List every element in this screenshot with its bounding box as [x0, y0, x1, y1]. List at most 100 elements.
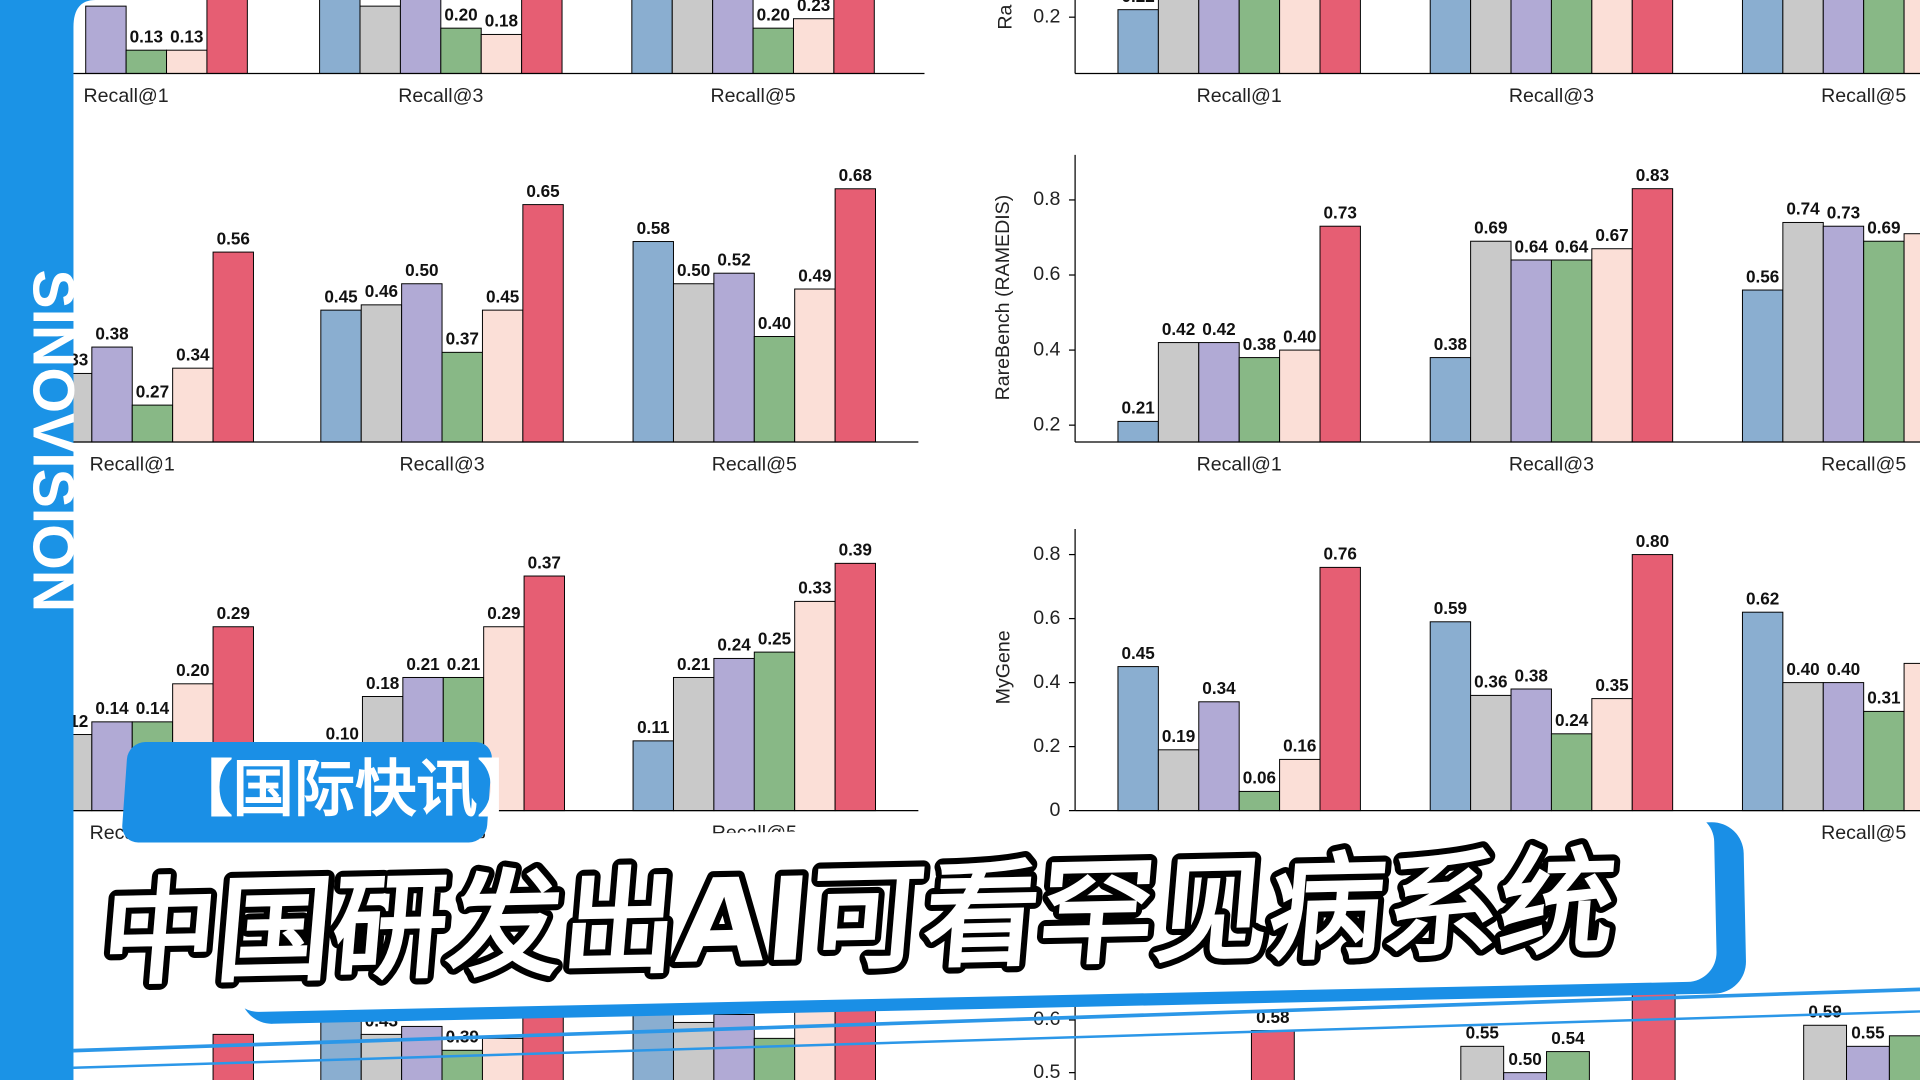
- value-label: 0.29: [217, 603, 250, 623]
- bar: [833, 0, 875, 74]
- y-tick-label: 0.2: [1033, 413, 1060, 435]
- bar: [1741, 611, 1784, 812]
- bar: [1460, 1045, 1505, 1080]
- value-label: 0.73: [1324, 203, 1357, 223]
- bar: [1803, 1024, 1848, 1080]
- value-label: 0.62: [1746, 588, 1779, 608]
- value-label: 0.50: [405, 260, 438, 280]
- value-label: 0.67: [1595, 225, 1628, 245]
- bar: [1631, 554, 1674, 812]
- value-label: 0.10: [326, 723, 359, 743]
- value-label: 0.31: [1867, 688, 1901, 708]
- value-label: 0.06: [1243, 768, 1276, 788]
- value-label: 0.37: [528, 552, 561, 572]
- bar: [360, 304, 403, 443]
- value-label: 0.36: [1474, 672, 1507, 692]
- bar: [1822, 0, 1865, 74]
- value-label: 0.65: [526, 181, 560, 201]
- bar: [85, 5, 127, 74]
- value-label: 0.35: [1595, 675, 1629, 695]
- x-tick-label: Recall@5: [1821, 453, 1906, 475]
- bar: [1238, 790, 1281, 812]
- bar: [1822, 225, 1865, 443]
- bar: [1470, 240, 1512, 443]
- x-tick-label: Recall@5: [1821, 85, 1906, 107]
- value-label: 0.45: [1121, 643, 1155, 663]
- value-label: 0.55: [1851, 1023, 1885, 1043]
- value-label: 0.24: [1555, 710, 1589, 730]
- bar: [1279, 758, 1321, 812]
- value-label: 0.21: [406, 654, 440, 674]
- bar: [1591, 698, 1633, 812]
- bar: [631, 0, 673, 74]
- bar: [166, 49, 208, 74]
- bar: [753, 651, 796, 812]
- bar: [483, 626, 525, 812]
- bar: [1903, 662, 1920, 812]
- bar: [834, 188, 876, 443]
- bar: [212, 1033, 254, 1080]
- bar: [1198, 701, 1240, 812]
- value-label: 0.24: [717, 635, 751, 655]
- y-tick-label: 0.8: [1033, 188, 1060, 210]
- y-tick-label: 0.4: [1033, 671, 1060, 693]
- value-label: 0.69: [1474, 218, 1507, 238]
- bar: [1319, 225, 1361, 443]
- bar: [632, 740, 674, 812]
- x-tick-label: Recall@3: [1509, 85, 1594, 107]
- bar: [131, 404, 174, 443]
- logo: SINOVISION: [20, 269, 85, 612]
- bar: [1546, 1051, 1590, 1080]
- bar: [1741, 0, 1784, 74]
- value-label: 0.33: [798, 578, 831, 598]
- headline: 中国研发出AI可看罕见病系统: [97, 836, 1621, 1002]
- bar: [441, 351, 483, 443]
- value-label: 0.38: [95, 323, 128, 343]
- bar: [523, 575, 565, 812]
- value-label: 0.13: [170, 26, 203, 46]
- x-tick-label: Recall@1: [1197, 453, 1282, 475]
- bar: [1198, 0, 1240, 74]
- bar: [1550, 259, 1593, 443]
- bar: [480, 33, 523, 74]
- value-label: 0.25: [758, 628, 792, 648]
- bar: [1157, 749, 1200, 812]
- x-tick-label: Recall@3: [1509, 453, 1594, 475]
- value-label: 0.50: [1508, 1049, 1541, 1069]
- value-label: 0.40: [1827, 659, 1860, 679]
- value-label: 0.37: [446, 329, 479, 349]
- value-label: 0.68: [839, 165, 872, 185]
- value-label: 0.69: [1867, 218, 1900, 238]
- bar: [794, 600, 836, 812]
- value-label: 0.38: [1434, 334, 1467, 354]
- value-label: 0.38: [1243, 334, 1276, 354]
- bar: [212, 251, 254, 443]
- tag: 【国际快讯】: [171, 754, 538, 825]
- value-label: 0.52: [717, 249, 750, 269]
- bar: [1888, 1035, 1920, 1080]
- value-label: 0.21: [677, 654, 711, 674]
- x-tick-label: Recall@5: [1821, 822, 1906, 844]
- bar: [1550, 0, 1593, 74]
- bar: [792, 18, 835, 74]
- value-label: 0.40: [1283, 326, 1316, 346]
- bar: [1903, 0, 1920, 74]
- bar: [1470, 0, 1512, 74]
- y-tick-label: 0.5: [1033, 1061, 1060, 1080]
- bar: [1591, 248, 1633, 443]
- bar: [753, 336, 796, 443]
- value-label: 0.34: [176, 344, 210, 364]
- value-label: 0.21: [447, 654, 481, 674]
- bar: [1429, 0, 1472, 74]
- value-label: 0.42: [1162, 319, 1195, 339]
- value-label: 0.74: [1786, 199, 1820, 219]
- bar: [440, 27, 482, 74]
- value-label: 0.11: [637, 717, 670, 737]
- y-tick-label: 0.8: [1033, 543, 1060, 565]
- bar: [1510, 688, 1552, 812]
- bar: [1238, 357, 1281, 443]
- x-tick-label: Recall@5: [710, 85, 795, 107]
- value-label: 0.64: [1555, 236, 1589, 256]
- value-label: 0.49: [798, 265, 831, 285]
